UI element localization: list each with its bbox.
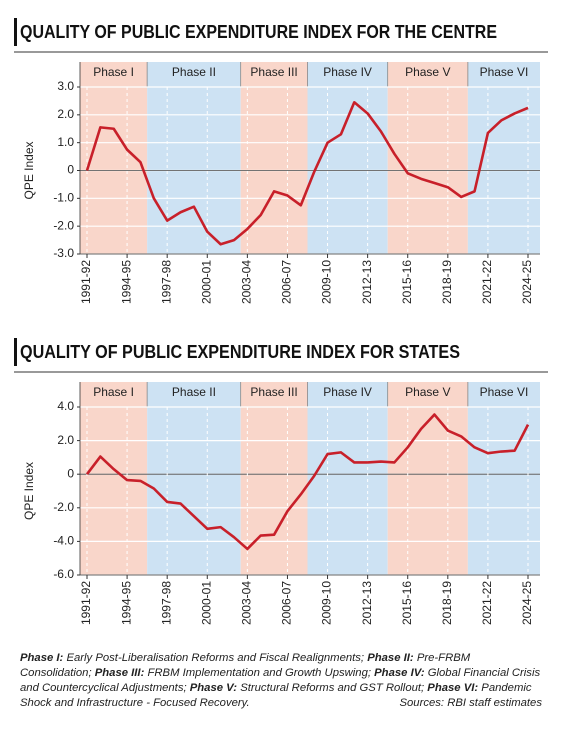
phase-band: [467, 382, 540, 575]
note-text: Pre-FRBM Consolidation;: [20, 652, 471, 679]
x-tick-label: 1997-98: [159, 581, 173, 625]
x-tick-label: 2009-10: [320, 581, 334, 625]
note-term: Phase IV:: [374, 667, 425, 679]
note-text: Early Post-Liberalisation Reforms and Fi…: [63, 652, 368, 664]
footnote: Phase I: Early Post-Liberalisation Refor…: [20, 651, 542, 711]
x-tick-label: 2015-16: [400, 260, 414, 304]
x-tick-label: 2021-22: [480, 581, 494, 625]
y-tick-label: 4.0: [57, 399, 74, 413]
chart-title: QUALITY OF PUBLIC EXPENDITURE INDEX FOR …: [20, 342, 460, 362]
x-tick-label: 2018-19: [440, 260, 454, 304]
x-tick-label: 2000-01: [199, 260, 213, 304]
y-tick-label: -2.0: [53, 218, 74, 232]
x-tick-label: 2012-13: [360, 260, 374, 304]
phase-label: Phase VI: [480, 65, 529, 79]
y-tick-label: 0: [67, 466, 74, 480]
y-tick-label: 0: [67, 163, 74, 177]
x-tick-label: 2021-22: [480, 260, 494, 304]
phase-label: Phase IV: [323, 385, 372, 399]
title-bar: [14, 338, 17, 366]
y-tick-label: -4.0: [53, 534, 74, 548]
x-tick-label: 2006-07: [280, 260, 294, 304]
data-line: [85, 413, 530, 551]
x-tick-label: 2006-07: [280, 581, 294, 625]
x-tick-label: 2009-10: [320, 260, 334, 304]
phase-label: Phase V: [405, 65, 450, 79]
phase-label: Phase V: [405, 385, 450, 399]
note-text: Structural Reforms and GST Rollout;: [237, 682, 428, 694]
y-tick-label: -2.0: [53, 500, 74, 514]
phase-label: Phase II: [172, 385, 216, 399]
source: Sources: RBI staff estimates: [399, 697, 542, 709]
y-axis-label: QPE Index: [22, 462, 36, 520]
x-tick-label: 2024-25: [520, 581, 534, 625]
note-term: Phase V:: [189, 682, 238, 694]
phase-label: Phase II: [172, 65, 216, 79]
y-axis-label: QPE Index: [22, 141, 36, 199]
note-text: Global Financial Crisis and Countercycli…: [20, 667, 541, 694]
y-tick-label: -3.0: [53, 246, 74, 260]
phase-label: Phase III: [250, 385, 297, 399]
phase-label: Phase IV: [323, 65, 372, 79]
chart-title: QUALITY OF PUBLIC EXPENDITURE INDEX FOR …: [20, 22, 497, 42]
charts: QUALITY OF PUBLIC EXPENDITURE INDEX FOR …: [14, 18, 548, 625]
note-term: Phase VI:: [427, 682, 479, 694]
note-term: Phase III:: [94, 667, 145, 679]
note-text: FRBM Implementation and Growth Upswing;: [144, 667, 375, 679]
phase-band: [387, 382, 468, 575]
x-tick-label: 2003-04: [240, 581, 254, 625]
x-tick-label: 2003-04: [240, 260, 254, 304]
phase-band: [387, 62, 468, 254]
x-tick-label: 2024-25: [520, 260, 534, 304]
y-tick-label: -1.0: [53, 191, 74, 205]
y-tick-label: 2.0: [57, 433, 74, 447]
x-tick-label: 1997-98: [159, 260, 173, 304]
x-tick-label: 2015-16: [400, 581, 414, 625]
y-tick-label: 2.0: [57, 107, 74, 121]
x-tick-label: 1994-95: [119, 260, 133, 304]
note-term: Phase II:: [367, 652, 414, 664]
phase-band: [147, 382, 241, 575]
x-tick-label: 1991-92: [79, 260, 93, 304]
x-tick-label: 1991-92: [79, 581, 93, 625]
x-tick-label: 1994-95: [119, 581, 133, 625]
phase-label: Phase VI: [480, 385, 529, 399]
phase-band: [240, 62, 308, 254]
y-tick-label: 3.0: [57, 79, 74, 93]
note-text: Pandemic Shock and Infrastructure - Focu…: [20, 682, 532, 709]
title-bar: [14, 18, 17, 46]
phase-band: [467, 62, 540, 254]
phase-label: Phase I: [93, 65, 134, 79]
phase-band: [80, 382, 148, 575]
x-tick-label: 2000-01: [199, 581, 213, 625]
x-tick-label: 2018-19: [440, 581, 454, 625]
phase-band: [307, 382, 388, 575]
y-tick-label: 1.0: [57, 135, 74, 149]
phase-band: [147, 62, 241, 254]
phase-label: Phase III: [250, 65, 297, 79]
note-term: Phase I:: [20, 652, 64, 664]
phase-label: Phase I: [93, 385, 134, 399]
y-tick-label: -6.0: [53, 567, 74, 581]
x-tick-label: 2012-13: [360, 581, 374, 625]
data-line: [85, 101, 529, 246]
